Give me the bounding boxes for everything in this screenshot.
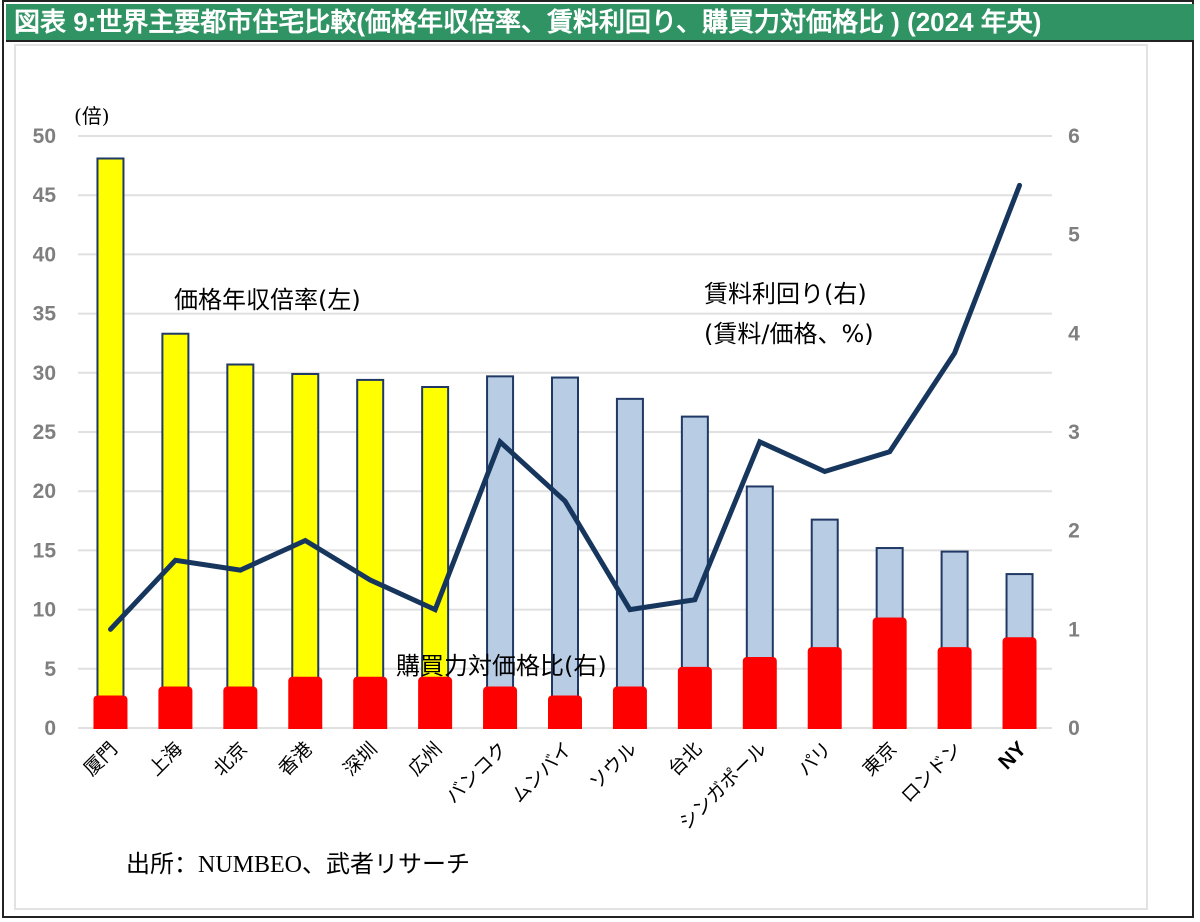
purchasing-power-bar-base: [937, 725, 972, 729]
purchasing-power-bar: [807, 647, 842, 729]
purchasing-power-bar-base: [548, 725, 582, 729]
purchasing-power-bar: [742, 656, 777, 729]
category-label: 厦門: [80, 738, 122, 780]
left-tick-label: 10: [33, 599, 56, 622]
source-note: 出所：NUMBEO、武者リサーチ: [126, 851, 470, 878]
category-label: 広州: [404, 738, 446, 780]
left-tick-label: 0: [44, 717, 56, 740]
left-tick-label: 50: [33, 125, 56, 148]
right-axis: 0 1 2 3 4 5 6: [1068, 125, 1080, 740]
left-axis: 0 5 10 15 20 25 30 35 40 45 50: [33, 125, 57, 740]
purchasing-power-bar: [223, 686, 258, 729]
category-label: 香港: [274, 738, 316, 780]
category-label: ロンドン: [897, 738, 966, 807]
left-tick-label: 40: [33, 243, 56, 266]
left-tick-label: 25: [33, 421, 57, 444]
category-label: NY: [994, 737, 1031, 774]
left-axis-unit: (倍): [74, 104, 110, 128]
price-income-bar: [96, 157, 125, 730]
price-income-bar: [615, 397, 644, 729]
category-label: ムンバイ: [507, 738, 576, 807]
annotation-purchasing-power: 購買力対価格比(右): [396, 652, 607, 680]
category-label: 台北: [664, 738, 706, 780]
right-tick-label: 6: [1068, 125, 1080, 148]
purchasing-power-bar: [483, 686, 518, 729]
purchasing-power-bar-base: [1002, 725, 1037, 729]
category-label: ソウル: [586, 738, 642, 794]
right-tick-label: 1: [1068, 618, 1080, 641]
price-income-bar: [356, 378, 385, 729]
left-tick-label: 5: [44, 658, 56, 681]
purchasing-power-bar: [418, 676, 453, 729]
purchasing-power-bar-base: [483, 725, 518, 729]
right-tick-label: 2: [1068, 520, 1080, 543]
right-tick-label: 5: [1068, 224, 1080, 247]
left-tick-label: 15: [33, 539, 57, 562]
category-label: 東京: [859, 738, 901, 780]
chart-svg: 05101520253035404550 0123456 厦門 上海 北京 香港 深圳広…: [33, 104, 1081, 878]
chart-title: 図表 9:世界主要都市住宅比較(価格年収倍率、賃料利回り、購買力対価格比 ) (…: [14, 7, 1042, 37]
annotation-rental-yield-unit: (賃料/価格、%): [704, 320, 874, 348]
left-tick-label: 30: [33, 362, 56, 385]
category-label: パリ: [794, 738, 836, 780]
purchasing-power-bar-base: [807, 725, 842, 729]
purchasing-power-bar: [353, 676, 388, 729]
category-label: バンコク: [442, 738, 512, 808]
category-label: 北京: [209, 738, 251, 780]
purchasing-power-bar: [288, 676, 323, 729]
purchasing-power-bar-base: [872, 725, 907, 729]
purchasing-power-bar-base: [158, 725, 193, 729]
purchasing-power-bar-base: [418, 725, 453, 729]
purchasing-power-bar-base: [353, 725, 388, 729]
category-label: 上海: [144, 738, 186, 780]
purchasing-power-bar-base: [288, 725, 323, 729]
purchasing-power-bar: [677, 666, 712, 729]
purchasing-power-bar-base: [742, 725, 777, 729]
purchasing-power-bar: [937, 647, 972, 729]
purchasing-power-bar: [1002, 637, 1037, 729]
purchasing-power-bar: [612, 686, 647, 729]
annotation-price-income: 価格年収倍率(左): [174, 286, 361, 314]
rental-yield-line: [107, 182, 1023, 632]
left-tick-label: 45: [33, 184, 57, 207]
purchasing-power-bar-base: [93, 725, 128, 729]
price-income-bar: [161, 332, 190, 729]
price-income-bar: [291, 372, 320, 729]
price-income-bar: [421, 386, 450, 729]
purchasing-power-bar: [548, 695, 582, 729]
left-tick-label: 20: [33, 480, 56, 503]
right-tick-label: 0: [1068, 717, 1080, 740]
purchasing-power-bar-base: [677, 725, 712, 729]
purchasing-power-bar: [93, 695, 128, 729]
purchasing-power-bar: [872, 617, 907, 729]
right-tick-label: 4: [1068, 322, 1080, 345]
right-tick-label: 3: [1068, 421, 1080, 444]
purchasing-power-bar: [158, 686, 193, 729]
purchasing-power-bar-base: [612, 725, 647, 729]
left-tick-label: 35: [33, 303, 57, 326]
price-income-bar: [486, 375, 515, 729]
annotation-rental-yield: 賃料利回り(右): [704, 280, 867, 308]
purchasing-power-bars: [93, 617, 1037, 729]
title-bar: 図表 9:世界主要都市住宅比較(価格年収倍率、賃料利回り、購買力対価格比 ) (…: [6, 4, 1194, 42]
purchasing-power-bar-base: [223, 725, 258, 729]
price-income-bar: [226, 363, 255, 729]
category-label: 深圳: [339, 738, 381, 780]
